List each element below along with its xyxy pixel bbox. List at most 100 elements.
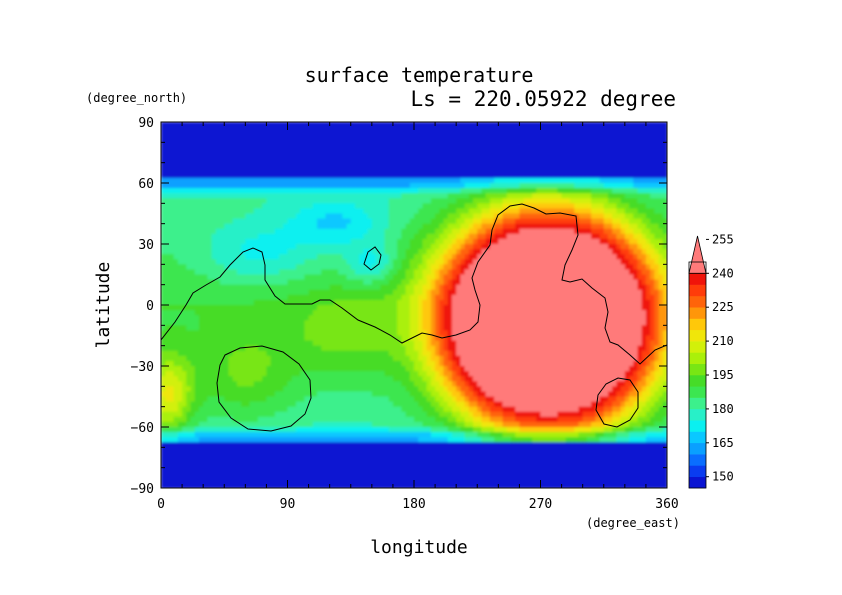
field-cell: [291, 183, 297, 189]
field-cell: [595, 213, 601, 220]
field-cell: [257, 289, 263, 296]
field-cell: [354, 172, 360, 179]
field-cell: [325, 188, 331, 194]
field-cell: [464, 142, 470, 149]
field-cell: [633, 249, 639, 255]
field-cell: [333, 223, 339, 230]
field-cell: [333, 244, 339, 250]
field-cell: [409, 132, 415, 138]
field-cell: [194, 249, 200, 255]
field-cell: [662, 249, 667, 255]
field-cell: [367, 279, 373, 286]
field-cell: [401, 132, 407, 138]
field-cell: [190, 264, 196, 271]
field-cell: [401, 269, 407, 276]
field-cell: [519, 264, 525, 271]
field-cell: [527, 254, 533, 260]
field-cell: [186, 188, 192, 194]
field-cell: [422, 213, 428, 220]
field-cell: [367, 244, 373, 250]
field-cell: [645, 152, 651, 159]
field-cell: [582, 294, 588, 301]
field-cell: [603, 147, 609, 154]
field-cell: [527, 244, 533, 250]
field-cell: [414, 218, 419, 225]
field-cell: [489, 127, 495, 133]
field-cell: [460, 122, 466, 128]
field-cell: [548, 132, 554, 138]
field-cell: [591, 244, 596, 250]
field-cell: [291, 294, 297, 301]
field-cell: [405, 193, 411, 199]
field-cell: [477, 157, 483, 164]
field-cell: [367, 162, 373, 169]
field-cell: [536, 122, 542, 128]
field-cell: [570, 213, 575, 220]
field-cell: [430, 325, 436, 332]
field-cell: [266, 274, 272, 281]
field-cell: [494, 223, 499, 230]
field-cell: [232, 279, 238, 286]
field-cell: [473, 183, 478, 189]
field-cell: [447, 198, 453, 204]
field-cell: [376, 218, 381, 225]
field-cell: [548, 238, 554, 245]
field-cell: [473, 162, 478, 169]
field-cell: [363, 325, 369, 332]
field-cell: [447, 218, 453, 225]
field-cell: [654, 167, 660, 174]
field-cell: [397, 279, 402, 286]
field-cell: [388, 305, 394, 311]
field-cell: [291, 238, 297, 245]
field-cell: [283, 137, 289, 143]
field-cell: [494, 177, 499, 184]
field-cell: [633, 244, 639, 250]
field-cell: [165, 284, 171, 291]
field-cell: [553, 193, 558, 199]
field-cell: [553, 264, 558, 271]
field-cell: [397, 198, 402, 204]
field-cell: [519, 259, 525, 265]
field-cell: [329, 193, 335, 199]
field-cell: [397, 269, 402, 276]
field-cell: [329, 172, 335, 179]
field-cell: [599, 177, 605, 184]
field-cell: [591, 289, 596, 296]
field-cell: [557, 315, 563, 321]
field-cell: [409, 203, 415, 210]
field-cell: [460, 325, 466, 332]
field-cell: [481, 315, 487, 321]
field-cell: [418, 183, 424, 189]
field-cell: [616, 238, 622, 245]
field-cell: [287, 320, 293, 326]
field-cell: [350, 203, 356, 210]
field-cell: [173, 315, 179, 321]
field-cell: [224, 310, 230, 316]
field-cell: [515, 284, 521, 291]
field-cell: [236, 157, 242, 164]
field-cell: [536, 193, 542, 199]
field-cell: [456, 223, 461, 230]
field-cell: [165, 203, 171, 210]
field-cell: [236, 137, 242, 143]
field-cell: [215, 274, 221, 281]
field-cell: [414, 177, 419, 184]
field-cell: [540, 238, 546, 245]
field-cell: [304, 310, 310, 316]
field-cell: [283, 299, 289, 306]
field-cell: [561, 137, 567, 143]
field-cell: [190, 279, 196, 286]
field-cell: [207, 289, 213, 296]
field-cell: [367, 152, 373, 159]
field-cell: [401, 238, 407, 245]
field-cell: [510, 264, 516, 271]
field-cell: [182, 238, 187, 245]
field-cell: [629, 127, 634, 133]
field-cell: [447, 183, 453, 189]
field-cell: [662, 167, 667, 174]
field-cell: [354, 147, 360, 154]
field-cell: [662, 233, 667, 240]
field-cell: [460, 223, 466, 230]
field-cell: [498, 188, 504, 194]
field-cell: [570, 127, 575, 133]
